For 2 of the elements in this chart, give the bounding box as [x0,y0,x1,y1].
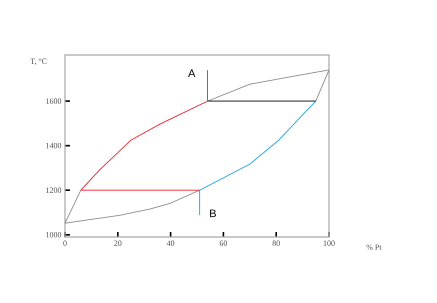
annotation: A [188,69,196,77]
annotation: B [210,210,216,218]
